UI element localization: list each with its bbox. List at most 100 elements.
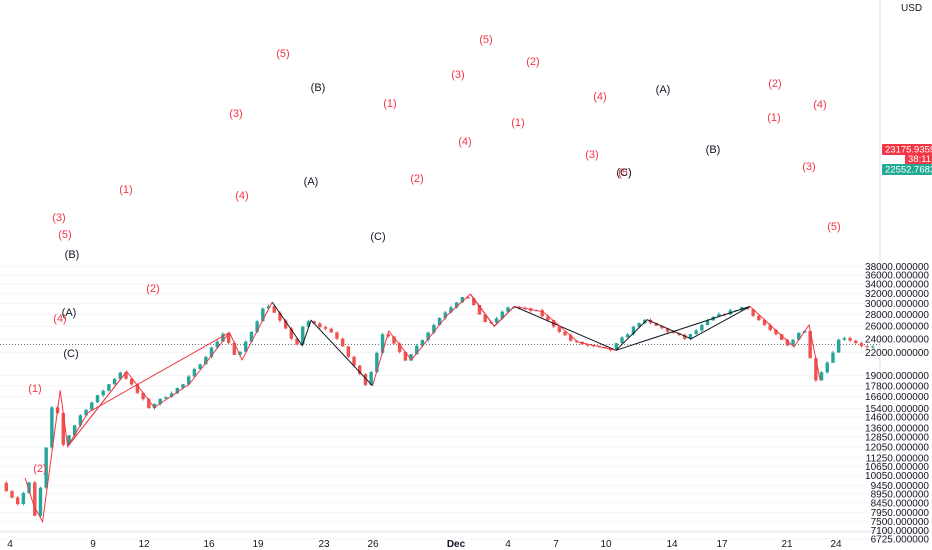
candle-body <box>95 395 100 403</box>
candle-body <box>283 320 288 329</box>
candle-body <box>72 425 77 436</box>
wave-label: (2) <box>526 56 539 68</box>
elliott-wave-lines <box>24 293 821 524</box>
wave-label: (2) <box>410 173 423 185</box>
time-tick-label: 24 <box>830 539 842 550</box>
candle-body <box>147 399 151 409</box>
candle-body <box>112 378 117 385</box>
candle-body <box>785 339 790 346</box>
wave-label: (1) <box>767 112 780 124</box>
wave-label: (5) <box>276 48 289 60</box>
wave-label: (4) <box>458 136 471 148</box>
candle-body <box>563 331 567 336</box>
candle-body <box>751 309 755 316</box>
candle-body <box>574 340 579 342</box>
candle-body <box>107 384 111 391</box>
time-tick-label: 4 <box>7 539 13 550</box>
candle-body <box>700 325 704 331</box>
candle-body <box>540 310 544 317</box>
candle-body <box>187 376 191 385</box>
candle-body <box>209 347 214 357</box>
candle-body <box>27 482 31 494</box>
wave-line <box>24 390 89 524</box>
wave-line <box>87 331 230 414</box>
candle-body <box>375 352 379 373</box>
price-tick-label: 11250.000000 <box>866 453 930 464</box>
candle-body <box>335 332 339 339</box>
upper-price-badge <box>882 144 932 155</box>
candle-body <box>84 409 88 416</box>
candle-body <box>352 356 356 366</box>
candle-body <box>261 308 265 322</box>
candle-body <box>38 487 43 516</box>
candle-body <box>226 333 231 343</box>
candle-body <box>454 302 459 308</box>
wave-label: (1) <box>28 383 41 395</box>
wave-label: (3) <box>229 108 242 120</box>
countdown-badge <box>905 154 932 164</box>
candle-body <box>871 346 875 348</box>
time-tick-label: 14 <box>666 539 678 550</box>
candle-body <box>791 339 795 346</box>
candle-body <box>557 326 562 332</box>
wave-label: (B) <box>311 82 326 94</box>
candle-body <box>757 315 761 320</box>
candle-body <box>135 384 140 393</box>
wave-label: (B) <box>706 144 721 156</box>
candle-body <box>660 325 664 329</box>
candle-body <box>779 334 784 340</box>
wave-label: (1) <box>119 184 132 196</box>
wave-label: (5) <box>58 229 71 241</box>
candle-body <box>420 339 425 346</box>
candle-body <box>397 343 402 352</box>
candle-body <box>181 384 185 388</box>
wave-label: (4) <box>813 99 826 111</box>
candle-body <box>380 334 385 353</box>
candle-body <box>369 372 373 385</box>
candle-body <box>358 365 362 374</box>
candle-body <box>33 482 37 516</box>
candle-body <box>865 346 869 348</box>
candle-body <box>477 304 482 315</box>
price-tick-label: 15400.000000 <box>865 404 929 415</box>
time-axis[interactable]: 4 9 12 16 19 23 26 Dec 4 7 10 14 17 21 24 <box>7 539 842 550</box>
price-tick-label: 28000.000000 <box>865 310 929 321</box>
lower-price-value: 22552.76832 <box>885 165 932 176</box>
candle-body <box>340 338 345 347</box>
price-badges: 23175.93596 38:11 22552.76832 <box>882 144 932 176</box>
candle-body <box>437 317 442 325</box>
candle-body <box>363 373 368 385</box>
candle-body <box>386 334 390 337</box>
price-tick-label: 7950.000000 <box>871 508 930 519</box>
grid-layer <box>0 266 878 540</box>
time-tick-label: 7 <box>553 539 559 550</box>
candle-body <box>705 320 710 326</box>
wave-label: (4) <box>593 91 606 103</box>
candle-body <box>272 306 276 313</box>
price-axis[interactable]: 38000.00000036000.00000034000.0000003200… <box>865 262 929 545</box>
price-tick-label: 22000.000000 <box>865 348 929 359</box>
candle-body <box>774 330 778 335</box>
price-tick-label: 7500.000000 <box>871 517 930 528</box>
candle-body <box>10 491 14 498</box>
candle-body <box>842 338 847 340</box>
wave-label: (3) <box>802 161 815 173</box>
candle-body <box>192 369 197 377</box>
wave-label: (2) <box>768 78 781 90</box>
price-tick-label: 16600.000000 <box>865 392 929 403</box>
candle-body <box>671 331 676 334</box>
candle-body <box>654 322 658 326</box>
candle-body <box>129 378 134 385</box>
candle-body <box>329 328 333 333</box>
candle-body <box>768 325 772 331</box>
candle-body <box>808 331 812 359</box>
candle-body <box>637 323 641 327</box>
candle-body <box>392 336 396 344</box>
candle-body <box>278 312 282 321</box>
candle-body <box>688 334 693 339</box>
candle-body <box>312 321 316 324</box>
candle-body <box>694 330 698 335</box>
candle-body <box>346 346 351 357</box>
price-tick-label: 19000.000000 <box>865 371 929 382</box>
